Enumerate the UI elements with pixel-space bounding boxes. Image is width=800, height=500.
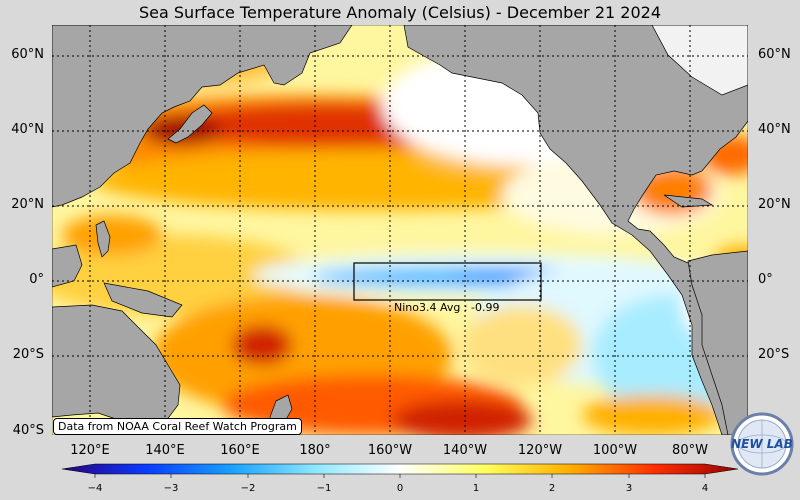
lon-label-80w: 80°W xyxy=(672,443,708,458)
lat-label-40n-right: 40°N xyxy=(758,122,791,137)
lon-label-180: 180° xyxy=(299,443,331,458)
landmass-new-guinea xyxy=(103,282,183,318)
lat-label-0: 0° xyxy=(29,272,44,287)
colorbar xyxy=(61,463,739,478)
landmass-japan xyxy=(167,104,213,144)
landmass-asia xyxy=(52,25,353,208)
lat-label-20s: 20°S xyxy=(12,347,44,362)
landmass-americas xyxy=(403,25,748,435)
graticule xyxy=(52,25,748,435)
colorbar-tick-neg1: −1 xyxy=(316,483,332,494)
lat-label-20n: 20°N xyxy=(11,197,44,212)
landmass-australia xyxy=(52,304,181,430)
lat-label-20s-right: 20°S xyxy=(758,347,790,362)
colorbar-tick-neg4: −4 xyxy=(87,483,103,494)
landmass-cuba xyxy=(663,194,714,208)
nino34-average-label: Nino3.4 Avg : -0.99 xyxy=(394,301,500,314)
lon-label-120e: 120°E xyxy=(70,443,110,458)
colorbar-tick-2: 2 xyxy=(548,483,556,494)
colorbar-tick-4: 4 xyxy=(701,483,709,494)
land-masses xyxy=(52,25,748,435)
colorbar-tick-neg3: −3 xyxy=(163,483,179,494)
lat-label-60n: 60°N xyxy=(11,47,44,62)
colorbar-tick-1: 1 xyxy=(472,483,480,494)
newlab-logo: NEW LAB xyxy=(730,412,794,476)
lon-label-160e: 160°E xyxy=(220,443,260,458)
map-title: Sea Surface Temperature Anomaly (Celsius… xyxy=(139,3,661,22)
lat-label-60n-right: 60°N xyxy=(758,47,791,62)
lon-label-160w: 160°W xyxy=(367,443,413,458)
svg-text:NEW LAB: NEW LAB xyxy=(731,437,793,451)
sst-anomaly-map xyxy=(52,25,748,435)
lat-label-0-right: 0° xyxy=(758,272,773,287)
lon-label-100w: 100°W xyxy=(592,443,638,458)
data-credit: Data from NOAA Coral Reef Watch Program xyxy=(53,418,302,435)
colorbar-tick-3: 3 xyxy=(625,483,633,494)
lat-label-40n: 40°N xyxy=(11,122,44,137)
landmass-borneo xyxy=(52,244,83,288)
lon-label-140w: 140°W xyxy=(442,443,488,458)
landmass-south-america xyxy=(687,250,748,435)
landmass-greenland xyxy=(651,25,748,96)
landmass-philippines xyxy=(95,220,111,258)
colorbar-tick-0: 0 xyxy=(396,483,404,494)
lat-label-20n-right: 20°N xyxy=(758,197,791,212)
lon-label-120w: 120°W xyxy=(517,443,563,458)
lon-label-140e: 140°E xyxy=(145,443,185,458)
lat-label-40s: 40°S xyxy=(12,423,44,438)
colorbar-tick-neg2: −2 xyxy=(240,483,256,494)
